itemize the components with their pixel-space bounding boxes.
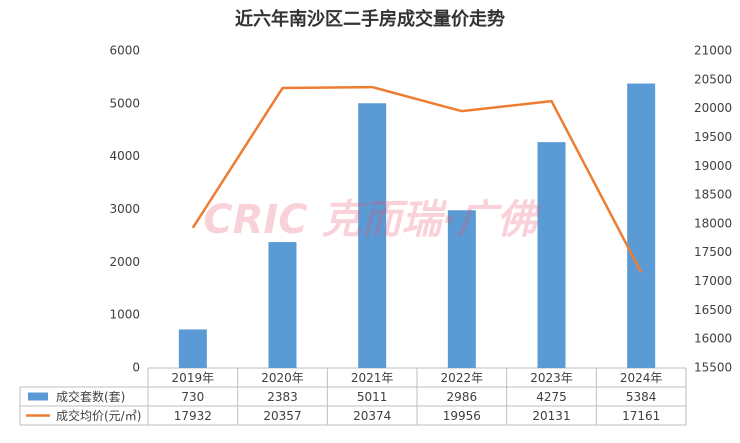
watermark: CRIC 克而瑞·广佛 [203,197,542,243]
legend-label: 成交均价(元/㎡) [56,408,141,423]
table-value: 730 [181,390,204,404]
y2-tick-label: 20000 [694,101,732,115]
x-tick-label: 2019年 [172,371,215,385]
table-value: 5384 [626,390,657,404]
table-value: 19956 [443,409,481,423]
y2-tick-label: 16000 [694,332,732,346]
bar [447,210,476,368]
x-tick-label: 2024年 [620,371,663,385]
table-value: 20131 [532,409,570,423]
legend-label: 成交套数(套) [56,389,125,404]
y2-tick-label: 19500 [694,130,732,144]
y2-tick-label: 20500 [694,72,732,86]
x-tick-label: 2023年 [530,371,573,385]
y-tick-label: 3000 [109,202,140,216]
bar [627,83,656,368]
y2-tick-label: 17000 [694,274,732,288]
y2-tick-label: 15500 [694,361,732,375]
table-value: 5011 [357,390,388,404]
y-tick-label: 5000 [109,96,140,110]
bar [178,329,207,368]
y-tick-label: 4000 [109,149,140,163]
bar [268,242,297,368]
y2-tick-label: 16500 [694,303,732,317]
y-tick-label: 0 [132,361,140,375]
y2-tick-label: 18500 [694,188,732,202]
x-tick-label: 2022年 [441,371,484,385]
y2-tick-label: 21000 [694,44,732,58]
x-tick-label: 2021年 [351,371,394,385]
line [191,85,643,273]
legend-key [28,392,48,401]
chart-title: 近六年南沙区二手房成交量价走势 [235,8,505,30]
x-tick-label: 2020年 [261,371,304,385]
table-value: 4275 [536,390,567,404]
bar [537,142,566,368]
bar [358,103,387,368]
table-value: 17161 [622,409,660,423]
y2-tick-label: 19000 [694,159,732,173]
y-tick-label: 6000 [109,44,140,58]
table-value: 20357 [263,409,301,423]
y2-tick-label: 18000 [694,216,732,230]
table-value: 2383 [267,390,298,404]
y2-tick-label: 17500 [694,245,732,259]
y-tick-label: 1000 [109,308,140,322]
table-value: 2986 [447,390,478,404]
y-tick-label: 2000 [109,255,140,269]
table-value: 17932 [174,409,212,423]
table-value: 20374 [353,409,391,423]
